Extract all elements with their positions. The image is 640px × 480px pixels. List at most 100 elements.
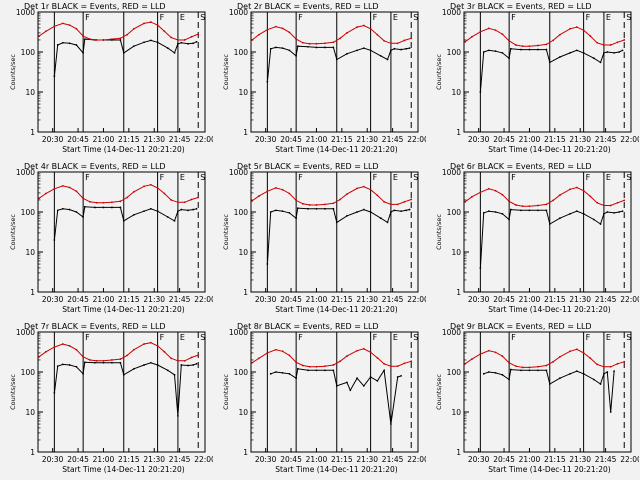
events-data-point	[82, 216, 85, 218]
detector-plot-9: Det 9r BLACK = Events, RED = LLD 1 10 100 10…	[435, 322, 639, 474]
lld-data-point	[266, 352, 269, 354]
events-data-point	[335, 384, 338, 387]
orbit-event-marker: F	[298, 333, 303, 342]
orbit-event-marker: S	[200, 173, 205, 182]
lld-data-point	[508, 361, 511, 364]
events-data-point	[332, 207, 335, 210]
panel-title: Det 1r BLACK = Events, RED = LLD	[24, 2, 166, 11]
events-data-point	[501, 212, 504, 215]
events-data-point	[82, 51, 85, 54]
events-data-point	[295, 217, 298, 220]
orbit-event-marker: S	[413, 13, 418, 22]
y-tick-label: 100	[234, 208, 249, 217]
lld-data-point	[288, 192, 291, 195]
lld-data-point	[603, 44, 605, 46]
lld-data-point	[494, 189, 497, 192]
events-data-point	[61, 363, 64, 366]
lld-data-point	[589, 35, 592, 37]
orbit-event-marker: S	[626, 333, 631, 342]
lld-data-point	[111, 359, 113, 361]
x-tick-label: 21:15	[118, 295, 140, 304]
events-data-point	[494, 371, 497, 374]
lld-data-point	[609, 204, 612, 207]
x-tick-label: 20:30	[255, 455, 277, 464]
events-data-point	[195, 40, 198, 43]
events-data-point	[356, 377, 358, 380]
lld-data-point	[515, 365, 517, 368]
events-data-point	[613, 370, 615, 373]
x-tick-label: 21:30	[569, 455, 591, 464]
lld-data-point	[410, 37, 413, 40]
orbit-event-marker: F	[586, 13, 591, 22]
lld-data-point	[61, 22, 64, 25]
events-data-point	[274, 371, 277, 373]
x-tick-label: 20:45	[280, 455, 302, 464]
lld-data-point	[170, 36, 173, 39]
lld-series-line	[251, 24, 412, 45]
x-tick-label: 21:30	[143, 135, 165, 144]
events-data-point	[618, 51, 621, 53]
x-tick-label: 21:30	[356, 295, 378, 304]
events-series-line	[479, 209, 623, 268]
y-tick-label: 1	[30, 448, 35, 457]
events-data-point	[133, 367, 135, 370]
events-data-point	[408, 208, 411, 211]
events-data-point	[143, 210, 145, 213]
events-data-point	[606, 371, 609, 373]
lld-data-point	[470, 195, 473, 198]
lld-data-point	[315, 204, 318, 206]
events-data-point	[102, 206, 105, 209]
x-tick-label: 21:00	[519, 295, 541, 304]
events-data-point	[487, 49, 490, 52]
events-data-point	[307, 207, 309, 210]
lld-series-line	[38, 21, 199, 41]
lld-data-point	[616, 201, 619, 204]
y-axis-label: Counts/sec	[222, 374, 230, 410]
lld-data-point	[257, 357, 260, 360]
lld-data-point	[119, 37, 122, 40]
events-data-point	[482, 372, 485, 375]
lld-data-point	[589, 195, 592, 198]
lld-data-point	[596, 41, 599, 44]
lld-data-point	[464, 200, 467, 203]
lld-data-point	[494, 29, 497, 32]
lld-data-point	[302, 364, 304, 367]
x-tick-label: 20:30	[42, 135, 64, 144]
y-tick-label: 1	[30, 288, 35, 297]
events-data-point	[575, 370, 578, 373]
events-data-point	[528, 209, 531, 212]
events-data-point	[621, 210, 624, 213]
lld-data-point	[494, 351, 497, 354]
events-data-point	[324, 207, 326, 210]
orbit-event-marker: S	[626, 173, 631, 182]
events-data-point	[122, 219, 125, 222]
events-data-point	[575, 49, 578, 52]
events-data-point	[274, 209, 277, 212]
events-data-point	[520, 48, 522, 51]
orbit-event-marker: E	[180, 333, 185, 342]
events-data-point	[68, 208, 71, 211]
panel-title: Det 2r BLACK = Events, RED = LLD	[237, 2, 379, 11]
lld-data-point	[308, 365, 311, 368]
events-data-point	[56, 209, 59, 212]
lld-data-point	[170, 199, 173, 201]
events-data-point	[545, 48, 548, 51]
y-tick-label: 100	[447, 208, 462, 217]
lld-data-point	[339, 360, 342, 363]
events-data-point	[479, 267, 482, 269]
lld-data-point	[143, 22, 145, 25]
events-data-point	[53, 392, 56, 394]
events-data-point	[545, 369, 548, 372]
events-data-point	[119, 39, 122, 41]
orbit-event-marker: S	[626, 13, 631, 22]
lld-data-point	[537, 365, 539, 368]
x-tick-label: 21:15	[331, 455, 353, 464]
events-data-point	[75, 365, 78, 368]
y-tick-label: 1000	[16, 328, 35, 337]
lld-data-point	[559, 194, 561, 196]
x-tick-label: 21:45	[169, 135, 191, 144]
events-data-point	[479, 91, 482, 93]
detector-panel-6: Det 6r BLACK = Events, RED = LLD 1 10 100 10…	[426, 160, 639, 320]
events-data-point	[356, 211, 358, 213]
lld-series-line	[38, 342, 199, 362]
